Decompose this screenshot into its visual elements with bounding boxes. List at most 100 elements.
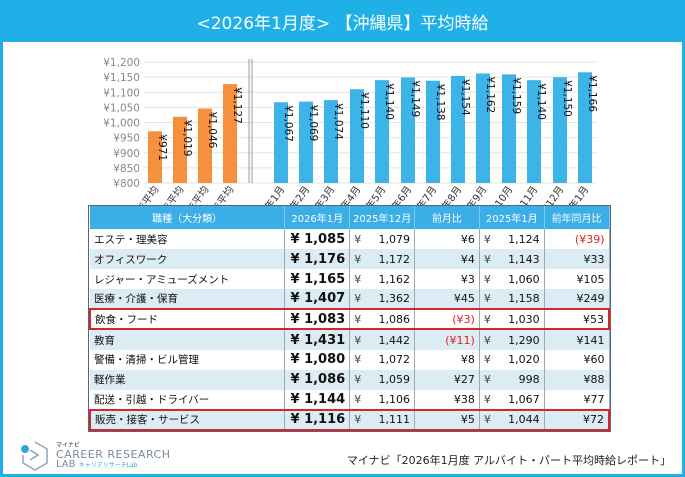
month-over-month: ¥8: [414, 349, 480, 370]
table-row: 教育 ¥ 1,431 ¥1,442 (¥11) ¥1,290 ¥141: [90, 329, 610, 350]
wage-jan-2026: ¥ 1,086: [284, 369, 351, 390]
table-row: エステ・理美容 ¥ 1,085 ¥1,079 ¥6 ¥1,124 (¥39): [90, 229, 610, 250]
month-over-month: ¥27: [414, 369, 480, 390]
bar: [324, 100, 338, 183]
wage-jan-2025: 1,044: [508, 413, 540, 427]
data-label: ¥1,150: [561, 80, 573, 117]
month-over-month: ¥6: [414, 229, 480, 250]
career-research-lab-logo: マイナビ CAREER RESEARCH LAB キャリアリサーチLab: [20, 440, 171, 472]
year-over-year: (¥39): [544, 229, 610, 250]
y-tick-label: ¥1,000: [103, 118, 140, 130]
y-tick-label: ¥1,200: [103, 57, 140, 69]
data-label: ¥971: [156, 134, 168, 161]
data-label: ¥1,149: [409, 80, 421, 117]
job-category: 医療・介護・保育: [90, 289, 286, 310]
y-tick-label: ¥950: [113, 133, 140, 145]
wage-jan-2025: 1,020: [508, 353, 540, 367]
job-category: 軽作業: [90, 369, 286, 390]
table-row: 飲食・フード ¥ 1,083 ¥1,086 (¥3) ¥1,030 ¥53: [89, 308, 610, 331]
month-over-month: ¥45: [414, 289, 480, 310]
column-header: 2026年1月: [284, 206, 351, 229]
column-header: 前年同月比: [544, 206, 610, 229]
wage-dec-2025: 1,442: [378, 333, 411, 347]
bar: [527, 80, 541, 183]
wage-dec-2025: 1,162: [378, 272, 411, 286]
wage-jan-2025: 1,030: [508, 312, 540, 326]
y-tick-label: ¥1,050: [103, 102, 140, 114]
year-over-year: ¥60: [544, 349, 610, 370]
job-category: オフィスワーク: [90, 249, 286, 270]
bar-chart: ¥800 ¥850 ¥900 ¥950 ¥1,000 ¥1,050 ¥1,100 ¥1,150…: [103, 57, 598, 207]
data-label: ¥1,069: [307, 105, 319, 142]
page-title: <2026年1月度> 【沖縄県】平均時給: [0, 0, 685, 42]
wage-jan-2025: 1,060: [508, 272, 540, 286]
logo-cube-icon: [21, 441, 48, 471]
job-category: エステ・理美容: [90, 229, 286, 250]
year-over-year: ¥72: [544, 408, 610, 431]
table-row: 軽作業 ¥ 1,086 ¥1,059 ¥27 ¥998 ¥88: [90, 369, 610, 390]
wage-dec-2025: 1,362: [378, 292, 411, 306]
data-label: ¥1,154: [459, 79, 471, 116]
wage-jan-2026: ¥ 1,083: [284, 308, 351, 331]
wage-jan-2026: ¥ 1,144: [284, 389, 351, 410]
job-category: レジャー・アミューズメント: [90, 269, 286, 290]
wage-jan-2026: ¥ 1,407: [284, 289, 351, 310]
month-over-month: (¥11): [414, 329, 480, 350]
bar: [451, 75, 465, 183]
bar: [173, 116, 187, 183]
column-header: 2025年12月: [349, 206, 416, 229]
bar: [198, 108, 212, 183]
bar: [401, 77, 415, 183]
wage-jan-2025: 998: [518, 373, 540, 387]
wage-dec-2025: 1,111: [378, 413, 411, 427]
year-over-year: ¥88: [544, 369, 610, 390]
bar: [274, 102, 288, 183]
wage-jan-2025: 1,067: [508, 392, 540, 406]
table-row: オフィスワーク ¥ 1,176 ¥1,172 ¥4 ¥1,143 ¥33: [90, 249, 610, 270]
bar: [223, 84, 237, 183]
data-label: ¥1,046: [206, 112, 218, 149]
column-header: 職種（大分類）: [90, 206, 286, 229]
y-tick-label: ¥850: [113, 163, 140, 175]
bar: [578, 72, 592, 183]
wage-dec-2025: 1,072: [378, 353, 411, 367]
wage-jan-2026: ¥ 1,080: [284, 349, 351, 370]
wage-dec-2025: 1,079: [378, 232, 411, 246]
wage-jan-2025: 1,124: [508, 232, 540, 246]
year-over-year: ¥249: [544, 289, 610, 310]
table-row: 販売・接客・サービス ¥ 1,116 ¥1,111 ¥5 ¥1,044 ¥72: [89, 408, 610, 431]
y-tick-label: ¥1,100: [103, 87, 140, 99]
data-label: ¥1,140: [383, 83, 395, 120]
bar: [299, 101, 313, 183]
table-row: 警備・清掃・ビル管理 ¥ 1,080 ¥1,072 ¥8 ¥1,020 ¥60: [90, 349, 610, 370]
month-over-month: ¥5: [414, 408, 480, 431]
data-label: ¥1,067: [282, 105, 294, 142]
data-label: ¥1,140: [535, 83, 547, 120]
bar: [148, 131, 162, 183]
year-over-year: ¥141: [544, 329, 610, 350]
month-over-month: ¥3: [414, 269, 480, 290]
table-row: 医療・介護・保育 ¥ 1,407 ¥1,362 ¥45 ¥1,158 ¥249: [90, 289, 610, 310]
data-label: ¥1,162: [484, 76, 496, 113]
wage-jan-2025: 1,143: [508, 252, 540, 266]
y-tick-label: ¥900: [113, 148, 140, 160]
job-category: 教育: [90, 329, 286, 350]
wage-jan-2026: ¥ 1,176: [284, 249, 351, 270]
wage-dec-2025: 1,086: [378, 312, 411, 326]
job-category: 警備・清掃・ビル管理: [90, 349, 286, 370]
bar: [350, 89, 364, 183]
data-label: ¥1,159: [510, 77, 522, 114]
data-label: ¥1,138: [434, 84, 446, 121]
wage-jan-2026: ¥ 1,116: [284, 408, 351, 431]
wage-jan-2026: ¥ 1,431: [284, 329, 351, 350]
wage-dec-2025: 1,172: [378, 252, 411, 266]
job-category: 配送・引越・ドライバー: [90, 389, 286, 410]
y-tick-label: ¥800: [113, 178, 140, 190]
month-over-month: ¥38: [414, 389, 480, 410]
data-label: ¥1,166: [586, 75, 598, 112]
year-over-year: ¥105: [544, 269, 610, 290]
table-row: 配送・引越・ドライバー ¥ 1,144 ¥1,106 ¥38 ¥1,067 ¥7…: [90, 389, 610, 410]
x-tick-label: 2025年1月: [247, 183, 287, 207]
data-label: ¥1,110: [358, 92, 370, 129]
